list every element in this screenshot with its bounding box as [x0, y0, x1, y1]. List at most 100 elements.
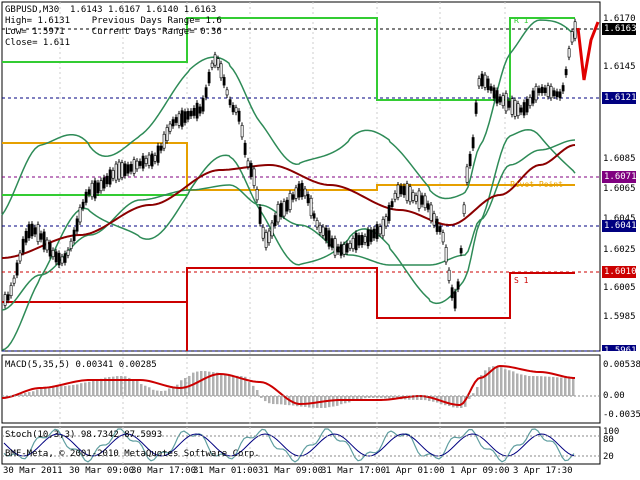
candle-body [537, 88, 541, 93]
macd-bar [280, 396, 283, 405]
candle-body [522, 102, 526, 116]
macd-bar [524, 375, 527, 396]
candle-body [183, 111, 187, 123]
macd-bar [532, 376, 535, 396]
price-axis-label: 1.6045 [603, 214, 636, 224]
candle-body [237, 110, 241, 122]
macd-bar [136, 380, 139, 396]
candle-body [417, 190, 421, 209]
candle-body [474, 102, 478, 114]
macd-bar [284, 396, 287, 405]
candle-body [180, 110, 184, 127]
candle-body [165, 127, 169, 142]
candle-body [381, 219, 385, 237]
macd-bar [140, 384, 143, 396]
candle-body [423, 195, 427, 209]
candle-body [102, 177, 106, 189]
candle-body [342, 244, 346, 255]
candle-body [219, 63, 223, 79]
macd-bar [424, 396, 427, 401]
macd-bar [164, 390, 167, 396]
candle-body [441, 232, 445, 243]
candle-body [312, 213, 316, 219]
macd-bar [520, 374, 523, 396]
middle-band [1, 139, 576, 311]
candle-body [402, 186, 406, 196]
candle-body [450, 287, 454, 299]
candle-body [477, 78, 481, 87]
candle-body [438, 226, 442, 233]
candle-body [432, 213, 436, 226]
macd-bar [36, 389, 39, 396]
candle-body [234, 107, 238, 113]
candle-body [387, 205, 391, 221]
price-axis-label: 1.6170 [603, 14, 636, 24]
macd-bar [228, 374, 231, 396]
candle-body [519, 107, 523, 113]
candle-body [198, 106, 202, 114]
macd-bar [428, 396, 431, 402]
candle-body [243, 142, 247, 155]
macd-bar [488, 367, 491, 396]
macd-bar [56, 386, 59, 396]
candle-body [480, 73, 484, 87]
candle-body [570, 31, 574, 43]
candle-body [84, 191, 88, 203]
arrow-marker-icon [576, 21, 600, 81]
candle-body [567, 48, 571, 58]
macd-bar [196, 371, 199, 396]
macd-bar [528, 375, 531, 396]
r1-label: R 1 [514, 16, 529, 25]
candle-body [15, 262, 19, 276]
candle-body [345, 243, 349, 253]
macd-bar [412, 396, 415, 400]
candle-body [9, 285, 13, 296]
price-axis-label: 1.6005 [603, 283, 636, 293]
candle-body [513, 100, 517, 117]
candlesticks [3, 18, 577, 312]
candle-body [465, 166, 469, 183]
macd-bar [236, 375, 239, 396]
candle-body [501, 95, 505, 106]
candle-body [360, 234, 364, 246]
candle-body [420, 195, 424, 205]
macd-bar [148, 387, 151, 396]
macd-bar [444, 396, 447, 406]
candle-body [240, 125, 244, 138]
macd-label: MACD(5,35,5) 0.00341 0.00285 [5, 360, 157, 370]
macd-bar [384, 396, 387, 399]
macd-bar [212, 372, 215, 396]
candle-body [456, 281, 460, 290]
candle-body [528, 97, 532, 106]
candle-body [486, 78, 490, 91]
macd-bar [252, 385, 255, 396]
candle-body [90, 182, 94, 198]
candle-body [315, 220, 319, 228]
macd-bar [100, 378, 103, 396]
candle-body [492, 87, 496, 99]
macd-bar [40, 388, 43, 396]
candle-body [348, 243, 352, 249]
macd-bar [508, 370, 511, 396]
price-axis-label: 1.5985 [603, 312, 636, 322]
candle-body [117, 161, 121, 180]
candle-body [552, 90, 556, 97]
macd-signal-line [1, 364, 576, 407]
candle-body [471, 137, 475, 149]
candle-body [309, 197, 313, 217]
candle-body [324, 227, 328, 241]
candle-body [264, 232, 268, 248]
macd-bar [28, 392, 31, 396]
macd-bar [540, 376, 543, 396]
candle-body [69, 240, 73, 249]
candle-body [126, 164, 130, 174]
macd-bar [64, 385, 67, 396]
candle-body [78, 207, 82, 223]
candle-body [489, 86, 493, 91]
macd-bar [420, 396, 423, 400]
price-tag: 1.5961 [602, 345, 636, 351]
macd-bar [500, 367, 503, 396]
macd-bar [208, 371, 211, 396]
macd-bar [504, 369, 507, 396]
